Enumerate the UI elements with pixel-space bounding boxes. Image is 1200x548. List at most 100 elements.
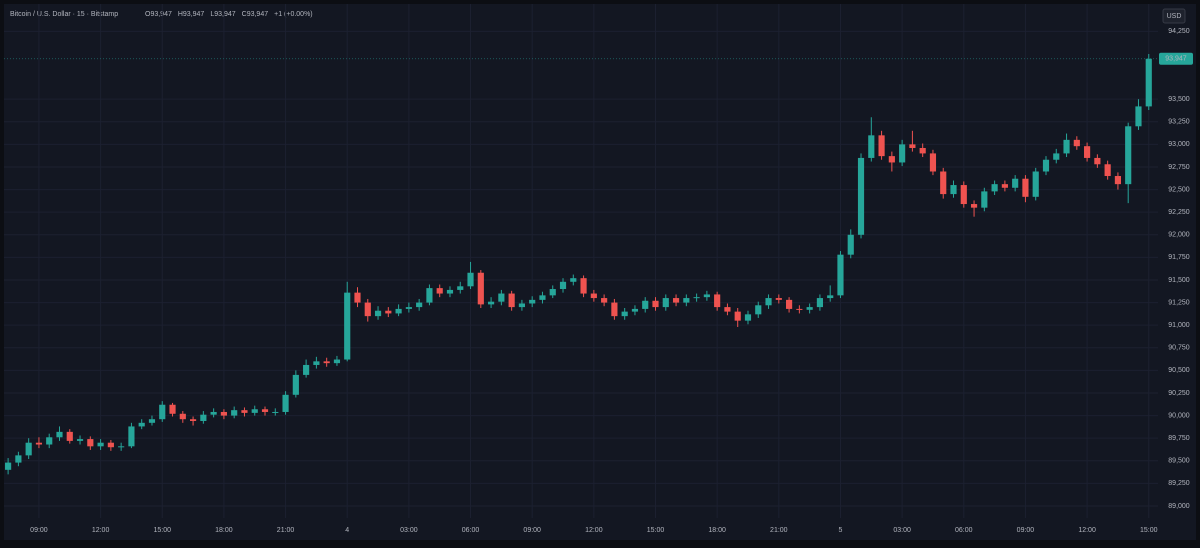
candle-body [488, 301, 495, 305]
candle-body [15, 455, 22, 463]
candle-body [323, 361, 330, 364]
candle-body [693, 297, 700, 299]
candle-body [231, 410, 238, 416]
candle-body [590, 293, 597, 299]
y-tick-label: 90,750 [1168, 345, 1190, 352]
candle-body [806, 307, 813, 310]
candle-body [189, 419, 197, 422]
candle-body [919, 147, 926, 154]
candle-body [570, 278, 577, 282]
x-tick-label: 12:00 [585, 527, 603, 534]
symbol-title: Bitcoin / U.S. Dollar · 15 · Bitstamp [10, 11, 118, 18]
candle-body [374, 310, 382, 317]
candle-body [200, 414, 207, 422]
candle-body [786, 299, 793, 309]
y-tick-label: 91,750 [1168, 254, 1190, 261]
candle-body [333, 359, 341, 364]
candle-body [148, 419, 156, 423]
candle-body [498, 293, 505, 302]
x-tick-label: 18:00 [708, 527, 726, 534]
candle-body [662, 298, 669, 308]
candle-body [539, 295, 546, 300]
candle-body [1022, 178, 1029, 197]
x-tick-label: 15:00 [647, 527, 665, 534]
candle-body [672, 298, 680, 303]
candle-body [477, 272, 484, 305]
candle-body [169, 404, 176, 414]
x-tick-label: 12:00 [1078, 527, 1096, 534]
candle-body [837, 254, 844, 296]
x-tick-label: 03:00 [893, 527, 911, 534]
y-tick-label: 90,250 [1168, 390, 1190, 397]
candle-body [1063, 139, 1070, 154]
candle-body [303, 364, 310, 375]
candle-body [796, 308, 803, 310]
candle-body [1053, 153, 1060, 160]
y-tick-label: 93,000 [1168, 141, 1190, 148]
candle-body [241, 410, 248, 413]
candle-body [981, 191, 988, 208]
y-tick-label: 92,000 [1168, 232, 1190, 239]
candle-body [1145, 58, 1152, 107]
y-tick-label: 92,750 [1168, 164, 1190, 171]
candle-body [1104, 164, 1111, 177]
candle-body [529, 299, 536, 304]
y-tick-label: 89,750 [1168, 435, 1190, 442]
candle-body [426, 288, 433, 303]
candle-body [179, 413, 186, 420]
y-tick-label: 90,000 [1168, 412, 1190, 419]
y-tick-label: 92,250 [1168, 209, 1190, 216]
candle-body [1125, 126, 1132, 185]
candle-body [282, 394, 289, 412]
candle-body [292, 374, 299, 395]
candle-body [508, 293, 515, 308]
candle-body [878, 135, 885, 157]
x-tick-label: 4 [345, 527, 349, 534]
y-tick-label: 91,500 [1168, 277, 1190, 284]
candle-body [87, 439, 94, 447]
candle-body [755, 305, 762, 315]
legend-value: H93,947 [178, 11, 205, 18]
y-tick-label: 89,000 [1168, 503, 1190, 510]
candle-body [775, 298, 782, 300]
price-axis-area [1158, 4, 1196, 518]
y-tick-label: 90,500 [1168, 367, 1190, 374]
candle-body [816, 298, 824, 308]
candle-body [1094, 157, 1101, 165]
currency-box[interactable] [1162, 8, 1186, 24]
candle-body [66, 431, 73, 441]
candle-body [652, 300, 659, 308]
last-price-label: 93,947 [1165, 56, 1187, 63]
candle-body [344, 292, 351, 360]
candle-body [714, 294, 721, 308]
candle-body [107, 442, 114, 448]
x-tick-label: 15:00 [1140, 527, 1158, 534]
y-tick-label: 93,250 [1168, 119, 1190, 126]
plot-area [4, 4, 1158, 518]
candle-body [929, 153, 937, 172]
candle-body [467, 272, 474, 287]
candle-body [857, 157, 865, 235]
x-tick-label: 12:00 [92, 527, 110, 534]
candle-body [1073, 139, 1080, 147]
candle-body [950, 185, 957, 195]
candle-body [744, 314, 752, 321]
candle-body [868, 135, 875, 158]
x-tick-label: 21:00 [277, 527, 295, 534]
candle-body [683, 298, 690, 303]
x-tick-label: 06:00 [462, 527, 480, 534]
candle-body [559, 281, 567, 290]
candle-body [960, 185, 967, 205]
candle-body [25, 442, 32, 456]
candle-body [1032, 171, 1039, 197]
last-price-tag [1159, 52, 1193, 65]
x-tick-label: 09:00 [1017, 527, 1035, 534]
candle-body [724, 307, 731, 312]
currency-label[interactable]: USD [1167, 13, 1182, 20]
candle-body [138, 422, 145, 427]
candle-body [991, 184, 998, 192]
x-tick-label: 09:00 [523, 527, 541, 534]
candle-body [436, 288, 443, 294]
candle-body [1084, 146, 1091, 158]
